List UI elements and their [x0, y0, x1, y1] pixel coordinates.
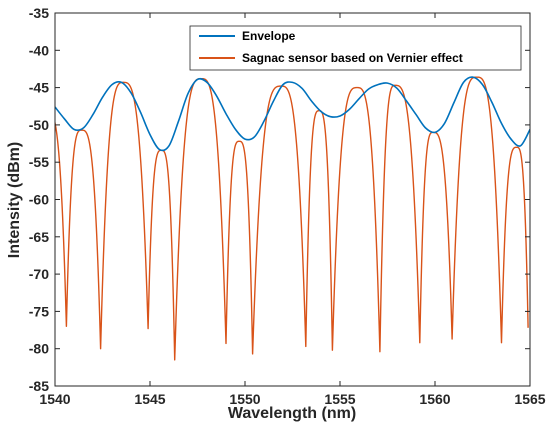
y-tick-label: -65	[29, 229, 49, 245]
series-layer	[55, 76, 530, 361]
y-tick-label: -75	[29, 303, 49, 319]
y-tick-label: -40	[29, 42, 49, 58]
plot-frame	[54, 12, 531, 387]
y-tick-label: -50	[29, 117, 49, 133]
x-tick-label: 1545	[134, 391, 165, 407]
x-tick-label: 1565	[514, 391, 545, 407]
y-tick-label: -55	[29, 154, 49, 170]
y-tick-label: -85	[29, 378, 49, 394]
x-tick-label: 1555	[324, 391, 355, 407]
ticks-layer: 1540 1545 1550 1555 1560 1565 -35 -40 -45 -50 -55 -…	[29, 5, 546, 407]
x-axis-title: Wavelength (nm)	[228, 405, 356, 422]
y-tick-label: -80	[29, 341, 49, 357]
plot-area	[55, 13, 530, 386]
legend-label-envelope: Envelope	[242, 29, 296, 43]
y-tick-label: -35	[29, 5, 49, 21]
series-line-sagnac	[55, 76, 529, 361]
x-tick-label: 1550	[229, 391, 260, 407]
legend-label-sagnac: Sagnac sensor based on Vernier effect	[242, 51, 463, 65]
y-tick-label: -60	[29, 192, 49, 208]
legend-box	[189, 25, 522, 71]
y-axis-title: Intensity (dBm)	[6, 142, 23, 258]
y-tick-label: -45	[29, 80, 49, 96]
series-line-envelope	[55, 76, 530, 152]
y-tick-label: -70	[29, 266, 49, 282]
x-tick-label: 1560	[419, 391, 450, 407]
x-tick-label: 1540	[39, 391, 70, 407]
legend: Envelope Sagnac sensor based on Vernier …	[189, 25, 522, 71]
